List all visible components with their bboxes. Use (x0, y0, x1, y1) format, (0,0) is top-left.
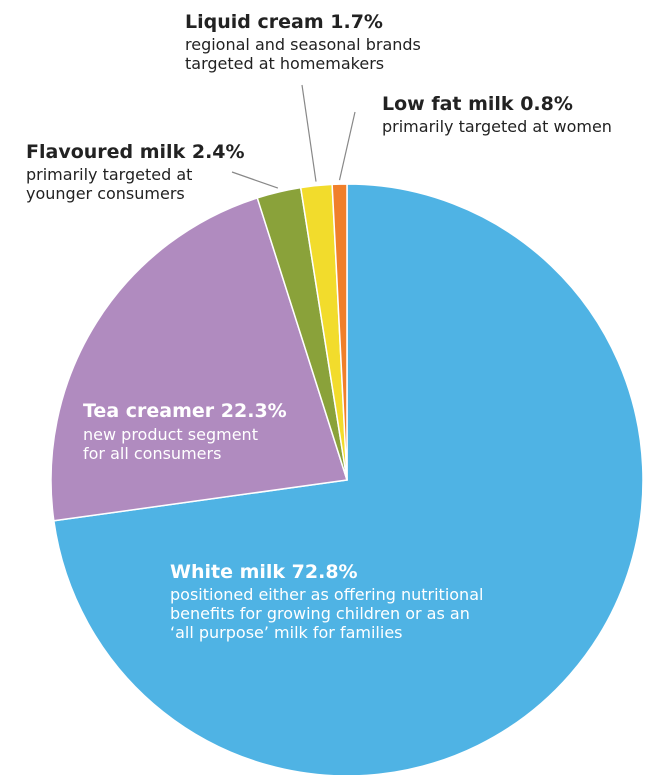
label-low-fat-milk-desc-1: primarily targeted at women (382, 117, 612, 136)
pie-slice-low-fat-milk (331, 183, 348, 481)
label-white-milk-title: White milk 72.8% (170, 561, 358, 583)
leader-line-liquid-cream (301, 84, 317, 182)
label-liquid-cream-desc-2: targeted at homemakers (185, 54, 384, 73)
label-white-milk-desc-3: ‘all purpose’ milk for families (170, 623, 403, 642)
label-white-milk: White milk 72.8% (170, 561, 358, 583)
label-tea-creamer: Tea creamer 22.3% (83, 400, 287, 422)
label-low-fat-milk-title: Low fat milk 0.8% (382, 93, 573, 115)
label-low-fat-milk: Low fat milk 0.8% (382, 93, 573, 115)
pie-slice-white-milk (52, 183, 644, 775)
leader-lines (231, 84, 356, 189)
pie-slice-tea-creamer (50, 196, 348, 522)
label-liquid-cream-desc-1: regional and seasonal brands (185, 35, 421, 54)
label-white-milk-desc-2: benefits for growing children or as an (170, 604, 470, 623)
leader-line-low-fat-milk (338, 111, 356, 181)
label-tea-creamer-title: Tea creamer 22.3% (83, 400, 287, 422)
leader-line-flavoured-milk (231, 171, 279, 189)
label-tea-creamer-desc-1: new product segment (83, 425, 258, 444)
label-liquid-cream-title: Liquid cream 1.7% (185, 11, 383, 33)
label-white-milk-desc-1: positioned either as offering nutritiona… (170, 585, 483, 604)
label-flavoured-milk-desc-2: younger consumers (26, 184, 185, 203)
label-flavoured-milk-desc-1: primarily targeted at (26, 165, 192, 184)
label-flavoured-milk: Flavoured milk 2.4% (26, 141, 245, 163)
pie-slices (50, 183, 644, 775)
label-tea-creamer-desc-2: for all consumers (83, 444, 221, 463)
label-liquid-cream: Liquid cream 1.7% (185, 11, 383, 33)
label-flavoured-milk-title: Flavoured milk 2.4% (26, 141, 245, 163)
